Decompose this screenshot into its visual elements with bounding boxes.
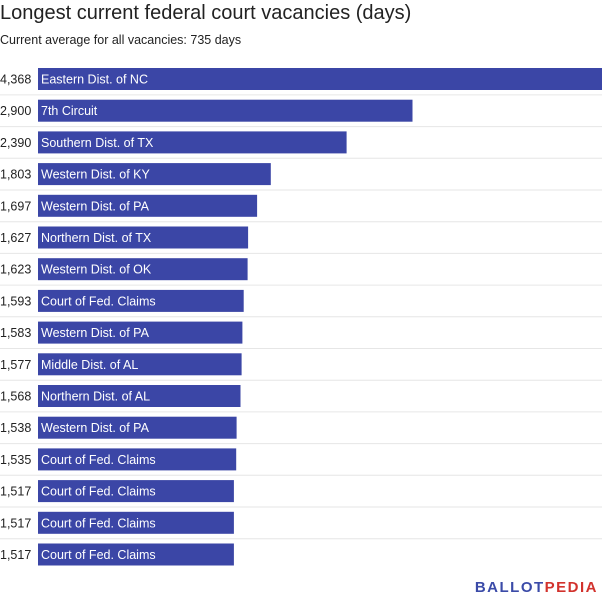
category-label: Western Dist. of KY [41,168,150,182]
bar [38,289,244,312]
bar [38,543,234,566]
value-label: 1,568 [0,390,31,404]
bar [38,99,413,122]
value-label: 4,368 [0,73,31,87]
value-label: 2,390 [0,136,31,150]
ballotpedia-logo: BALLOTPEDIA [475,579,598,597]
value-label: 1,627 [0,231,31,245]
value-label: 1,517 [0,548,31,562]
category-label: Eastern Dist. of NC [41,73,148,87]
value-label: 1,593 [0,294,31,308]
category-label: Western Dist. of PA [41,421,150,435]
value-label: 1,538 [0,421,31,435]
category-label: Western Dist. of PA [41,326,150,340]
bar [38,321,243,344]
bar [38,68,602,90]
category-label: Court of Fed. Claims [41,548,156,562]
category-label: Northern Dist. of TX [41,231,152,245]
bar [38,353,242,376]
category-label: Middle Dist. of AL [41,358,138,372]
chart-title: Longest current federal court vacancies … [0,2,412,24]
chart-subtitle: Current average for all vacancies: 735 d… [0,33,242,47]
category-label: Court of Fed. Claims [41,294,156,308]
logo-text-ballot: BALLOT [474,579,545,596]
value-label: 1,535 [0,453,31,467]
bar [38,163,271,186]
category-label: Western Dist. of OK [41,263,152,277]
category-label: Northern Dist. of AL [41,390,150,404]
bar [38,416,237,439]
value-label: 1,517 [0,516,31,530]
bar [38,385,241,407]
category-label: Court of Fed. Claims [41,453,156,467]
category-label: Court of Fed. Claims [41,485,156,499]
category-label: Southern Dist. of TX [41,136,154,150]
category-label: 7th Circuit [41,104,98,118]
value-label: 2,900 [0,104,31,118]
bar [38,258,248,281]
value-label: 1,803 [0,168,31,182]
category-label: Court of Fed. Claims [41,516,156,530]
value-label: 1,623 [0,263,31,277]
value-label: 1,517 [0,485,31,499]
value-label: 1,583 [0,326,31,340]
bar [38,448,237,471]
bar [38,511,234,534]
value-label: 1,577 [0,358,31,372]
bar [38,194,258,217]
bar [38,480,234,503]
bar [38,226,249,249]
value-label: 1,697 [0,199,31,213]
bar [38,131,347,154]
category-label: Western Dist. of PA [41,199,150,213]
logo-text-pedia: PEDIA [544,579,598,596]
bar-chart: 4,368 Eastern Dist. of NC 2,900 7th Circuit… [0,68,602,566]
